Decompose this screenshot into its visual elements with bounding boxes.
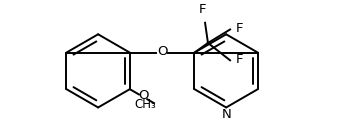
Text: F: F (236, 22, 243, 35)
Text: F: F (236, 53, 243, 66)
Text: CH₃: CH₃ (135, 98, 156, 111)
Text: N: N (221, 108, 231, 121)
Text: F: F (198, 3, 206, 16)
Text: O: O (157, 45, 167, 58)
Text: O: O (138, 89, 149, 102)
